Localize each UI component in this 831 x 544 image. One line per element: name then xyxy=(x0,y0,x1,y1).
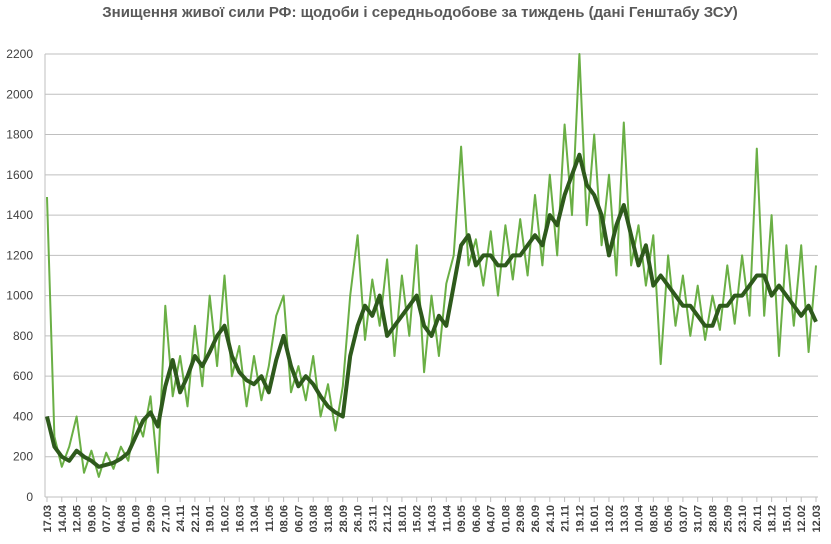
x-tick-label: 12.05 xyxy=(72,505,84,533)
x-tick-label: 06.07 xyxy=(293,505,305,533)
y-tick-label: 200 xyxy=(13,450,33,464)
x-tick-label: 27.10 xyxy=(160,505,172,533)
x-tick-label: 09.06 xyxy=(86,505,98,533)
x-tick-label: 03.07 xyxy=(678,505,690,533)
x-tick-label: 31.08 xyxy=(323,505,335,533)
y-tick-label: 1800 xyxy=(6,128,33,142)
y-tick-label: 400 xyxy=(13,409,33,423)
x-tick-label: 26.10 xyxy=(353,505,365,533)
x-tick-label: 22.12 xyxy=(190,505,202,533)
x-tick-label: 07.07 xyxy=(101,505,113,533)
x-tick-label: 16.01 xyxy=(589,505,601,533)
x-tick-label: 04.08 xyxy=(116,505,128,533)
y-tick-label: 2000 xyxy=(6,87,33,101)
x-tick-label: 29.08 xyxy=(515,505,527,533)
x-tick-label: 26.09 xyxy=(530,505,542,533)
x-tick-label: 17.03 xyxy=(42,505,54,533)
x-tick-label: 12.03 xyxy=(811,505,823,533)
x-tick-label: 11.05 xyxy=(264,505,276,532)
y-tick-label: 1400 xyxy=(6,208,33,222)
x-tick-label: 28.09 xyxy=(338,505,350,533)
x-tick-label: 21.11 xyxy=(560,505,572,532)
x-tick-label: 28.08 xyxy=(707,505,719,533)
y-tick-label: 600 xyxy=(13,369,33,383)
x-tick-label: 23.10 xyxy=(737,505,749,533)
x-tick-label: 08.06 xyxy=(279,505,291,533)
y-tick-label: 0 xyxy=(26,490,33,504)
y-tick-label: 1600 xyxy=(6,168,33,182)
x-tick-label: 24.10 xyxy=(545,505,557,533)
x-tick-label: 09.05 xyxy=(456,505,468,533)
x-tick-label: 18.01 xyxy=(397,505,409,533)
x-tick-label: 14.04 xyxy=(57,504,69,532)
y-tick-label: 800 xyxy=(13,329,33,343)
x-tick-label: 13.04 xyxy=(249,504,261,532)
y-tick-label: 1200 xyxy=(6,248,33,262)
y-tick-label: 2200 xyxy=(6,47,33,61)
x-tick-label: 21.12 xyxy=(382,505,394,533)
x-tick-label: 05.06 xyxy=(663,505,675,533)
x-tick-label: 19.01 xyxy=(205,505,217,533)
x-tick-label: 13.03 xyxy=(619,505,631,533)
x-tick-label: 18.12 xyxy=(767,505,779,533)
x-tick-label: 03.08 xyxy=(308,505,320,533)
x-tick-label: 15.02 xyxy=(412,505,424,533)
x-tick-label: 14.03 xyxy=(427,505,439,533)
x-tick-label: 10.04 xyxy=(634,504,646,532)
series-line xyxy=(46,53,817,478)
x-tick-label: 24.11 xyxy=(175,505,187,532)
x-tick-label: 12.02 xyxy=(796,505,808,533)
x-tick-label: 23.11 xyxy=(367,505,379,532)
x-tick-label: 29.09 xyxy=(146,505,158,533)
x-tick-label: 20.11 xyxy=(752,505,764,532)
chart-title: Знищення живої сили РФ: щодоби і середнь… xyxy=(102,4,738,21)
x-tick-label: 08.05 xyxy=(648,505,660,533)
x-tick-label: 19.12 xyxy=(574,505,586,533)
x-tick-label: 25.09 xyxy=(722,505,734,533)
x-tick-label: 31.07 xyxy=(693,505,705,533)
x-tick-label: 16.03 xyxy=(234,505,246,533)
x-tick-label: 01.09 xyxy=(131,505,143,533)
x-tick-label: 16.02 xyxy=(219,505,231,533)
series-line xyxy=(45,152,818,469)
x-tick-label: 13.02 xyxy=(604,505,616,533)
x-tick-label: 11.04 xyxy=(441,504,453,532)
y-tick-label: 1000 xyxy=(6,289,33,303)
x-tick-label: 15.01 xyxy=(781,505,793,533)
x-tick-label: 01.08 xyxy=(500,505,512,533)
x-tick-label: 04.07 xyxy=(486,505,498,533)
x-tick-label: 06.06 xyxy=(471,505,483,533)
